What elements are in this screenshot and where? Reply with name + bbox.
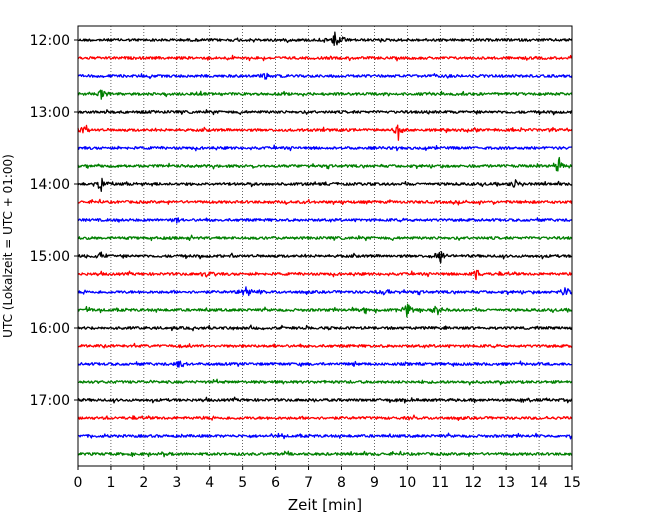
trace-line [77,303,573,318]
trace-line [77,251,573,264]
plot-frame [77,25,573,467]
x-tick-label: 9 [370,475,379,491]
trace-line [77,72,573,80]
y-axis-label: UTC (Lokalzeit = UTC + 01:00) [1,154,15,338]
trace-line [77,124,573,141]
x-axis-label: Zeit [min] [288,496,362,514]
trace-line [77,360,573,368]
x-tick-label: 14 [530,475,548,491]
trace-line [77,286,573,297]
trace-line [77,198,573,206]
x-tick-label: 8 [337,475,346,491]
y-tick-label: 15:00 [30,249,70,265]
trace-line [77,177,573,193]
x-tick-label: 15 [563,475,581,491]
trace-line [77,324,573,332]
y-axis: 12:00 13:00 14:00 15:00 16:00 17:00 [30,33,78,409]
y-tick-label: 13:00 [30,105,70,121]
x-tick-label: 4 [205,475,214,491]
trace-line [77,396,573,404]
x-tick-label: 2 [139,475,148,491]
y-tick-label: 12:00 [30,33,70,49]
x-tick-label: 3 [172,475,181,491]
x-tick-label: 12 [464,475,482,491]
trace-line [77,432,573,440]
x-tick-label: 6 [271,475,280,491]
x-axis: 0 1 2 3 4 5 6 7 8 9 10 11 12 13 14 15 [74,466,581,491]
trace-line [77,156,573,172]
x-tick-label: 1 [106,475,115,491]
y-tick-label: 14:00 [30,177,70,193]
grid-lines [110,26,540,466]
trace-line [77,378,573,386]
y-tick-label: 16:00 [30,321,70,337]
trace-line [77,31,573,46]
trace-line [77,144,573,152]
x-tick-label: 7 [304,475,313,491]
trace-line [77,269,573,281]
trace-line [77,450,573,458]
trace-line [77,217,573,224]
x-tick-label: 5 [238,475,247,491]
trace-line [77,54,573,62]
traces [77,31,573,458]
y-tick-label: 17:00 [30,393,70,409]
trace-line [77,414,573,422]
x-tick-label: 0 [74,475,83,491]
x-tick-label: 10 [398,475,416,491]
trace-line [77,234,573,242]
x-tick-label: 13 [497,475,515,491]
trace-line [77,109,573,116]
trace-line [77,89,573,100]
x-tick-label: 11 [431,475,449,491]
trace-line [77,342,573,349]
